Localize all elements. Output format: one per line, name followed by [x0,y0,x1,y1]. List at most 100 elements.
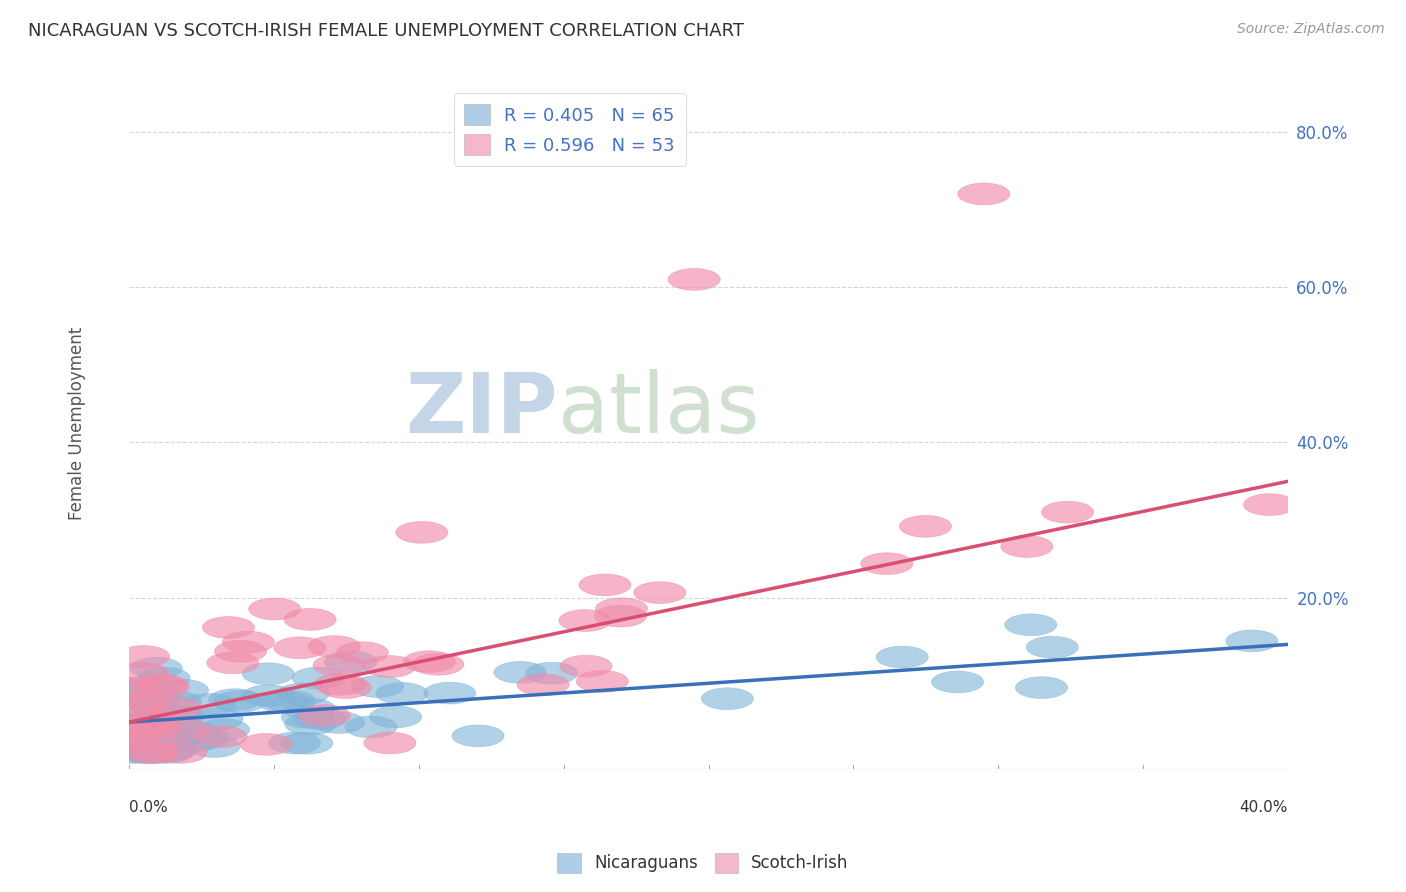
Ellipse shape [558,609,612,632]
Ellipse shape [1015,677,1067,698]
Ellipse shape [1226,630,1278,652]
Ellipse shape [517,673,569,696]
Ellipse shape [319,677,371,698]
Ellipse shape [352,675,404,698]
Ellipse shape [129,708,181,731]
Ellipse shape [148,715,200,737]
Ellipse shape [344,716,396,738]
Ellipse shape [325,651,377,673]
Ellipse shape [240,733,292,756]
Ellipse shape [117,663,169,684]
Ellipse shape [121,741,173,764]
Ellipse shape [1001,535,1053,558]
Ellipse shape [105,704,159,726]
Ellipse shape [131,741,183,764]
Ellipse shape [281,732,333,754]
Ellipse shape [579,574,631,596]
Ellipse shape [184,693,236,715]
Ellipse shape [494,662,546,683]
Ellipse shape [156,680,208,701]
Ellipse shape [169,731,221,752]
Ellipse shape [149,698,202,719]
Ellipse shape [336,641,388,664]
Ellipse shape [277,683,329,705]
Ellipse shape [1026,636,1078,658]
Text: ZIP: ZIP [405,368,558,450]
Ellipse shape [298,705,350,726]
Ellipse shape [152,706,205,728]
Ellipse shape [314,673,366,695]
Ellipse shape [177,727,229,748]
Ellipse shape [931,671,984,693]
Ellipse shape [242,685,295,706]
Ellipse shape [191,708,243,730]
Ellipse shape [207,652,259,673]
Ellipse shape [131,657,183,679]
Ellipse shape [118,721,170,742]
Ellipse shape [138,667,190,689]
Ellipse shape [274,637,326,658]
Ellipse shape [122,691,174,714]
Ellipse shape [112,697,165,718]
Ellipse shape [197,719,250,740]
Ellipse shape [634,582,686,604]
Ellipse shape [195,726,247,747]
Ellipse shape [155,741,207,764]
Ellipse shape [127,741,179,764]
Ellipse shape [576,671,628,692]
Ellipse shape [375,682,427,705]
Ellipse shape [120,718,172,739]
Ellipse shape [595,598,648,620]
Ellipse shape [129,688,181,709]
Ellipse shape [118,646,170,667]
Ellipse shape [202,616,254,639]
Ellipse shape [876,646,928,668]
Ellipse shape [124,730,176,751]
Ellipse shape [117,680,169,702]
Ellipse shape [404,651,456,673]
Ellipse shape [107,741,159,764]
Ellipse shape [957,183,1010,205]
Text: 0.0%: 0.0% [129,800,169,814]
Ellipse shape [129,716,181,738]
Ellipse shape [451,725,505,747]
Ellipse shape [107,678,159,699]
Ellipse shape [423,682,475,704]
Ellipse shape [142,723,194,744]
Ellipse shape [108,678,160,699]
Text: 40.0%: 40.0% [1240,800,1288,814]
Text: Female Unemployment: Female Unemployment [67,326,86,520]
Ellipse shape [412,654,464,675]
Ellipse shape [1005,614,1057,636]
Ellipse shape [294,708,346,730]
Ellipse shape [117,741,169,764]
Ellipse shape [364,732,416,754]
Ellipse shape [668,268,720,290]
Ellipse shape [214,690,266,713]
Ellipse shape [395,522,449,543]
Ellipse shape [136,674,188,696]
Ellipse shape [146,729,198,750]
Ellipse shape [284,608,336,631]
Ellipse shape [1243,494,1296,516]
Ellipse shape [259,691,311,713]
Legend: Nicaraguans, Scotch-Irish: Nicaraguans, Scotch-Irish [551,847,855,880]
Ellipse shape [263,690,315,712]
Ellipse shape [215,640,267,662]
Ellipse shape [141,741,193,764]
Ellipse shape [281,706,333,728]
Ellipse shape [560,656,612,677]
Ellipse shape [284,713,337,735]
Ellipse shape [157,719,209,740]
Text: NICARAGUAN VS SCOTCH-IRISH FEMALE UNEMPLOYMENT CORRELATION CHART: NICARAGUAN VS SCOTCH-IRISH FEMALE UNEMPL… [28,22,744,40]
Ellipse shape [149,691,201,713]
Ellipse shape [242,663,294,685]
Ellipse shape [143,740,195,762]
Legend: R = 0.405   N = 65, R = 0.596   N = 53: R = 0.405 N = 65, R = 0.596 N = 53 [454,94,686,166]
Ellipse shape [136,720,188,741]
Ellipse shape [125,741,177,764]
Ellipse shape [125,741,177,764]
Ellipse shape [595,606,647,627]
Ellipse shape [136,676,190,698]
Ellipse shape [188,736,240,757]
